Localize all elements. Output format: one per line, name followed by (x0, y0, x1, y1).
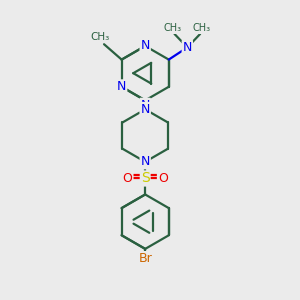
Text: Br: Br (138, 252, 152, 265)
Text: O: O (158, 172, 168, 185)
Text: N: N (140, 155, 150, 168)
Text: N: N (183, 41, 192, 54)
Text: N: N (140, 40, 150, 52)
Text: N: N (140, 99, 150, 112)
Text: CH₃: CH₃ (164, 23, 182, 33)
Text: N: N (117, 80, 126, 93)
Text: S: S (141, 172, 150, 185)
Text: CH₃: CH₃ (193, 23, 211, 33)
Text: N: N (140, 103, 150, 116)
Text: CH₃: CH₃ (91, 32, 110, 42)
Text: O: O (123, 172, 133, 185)
